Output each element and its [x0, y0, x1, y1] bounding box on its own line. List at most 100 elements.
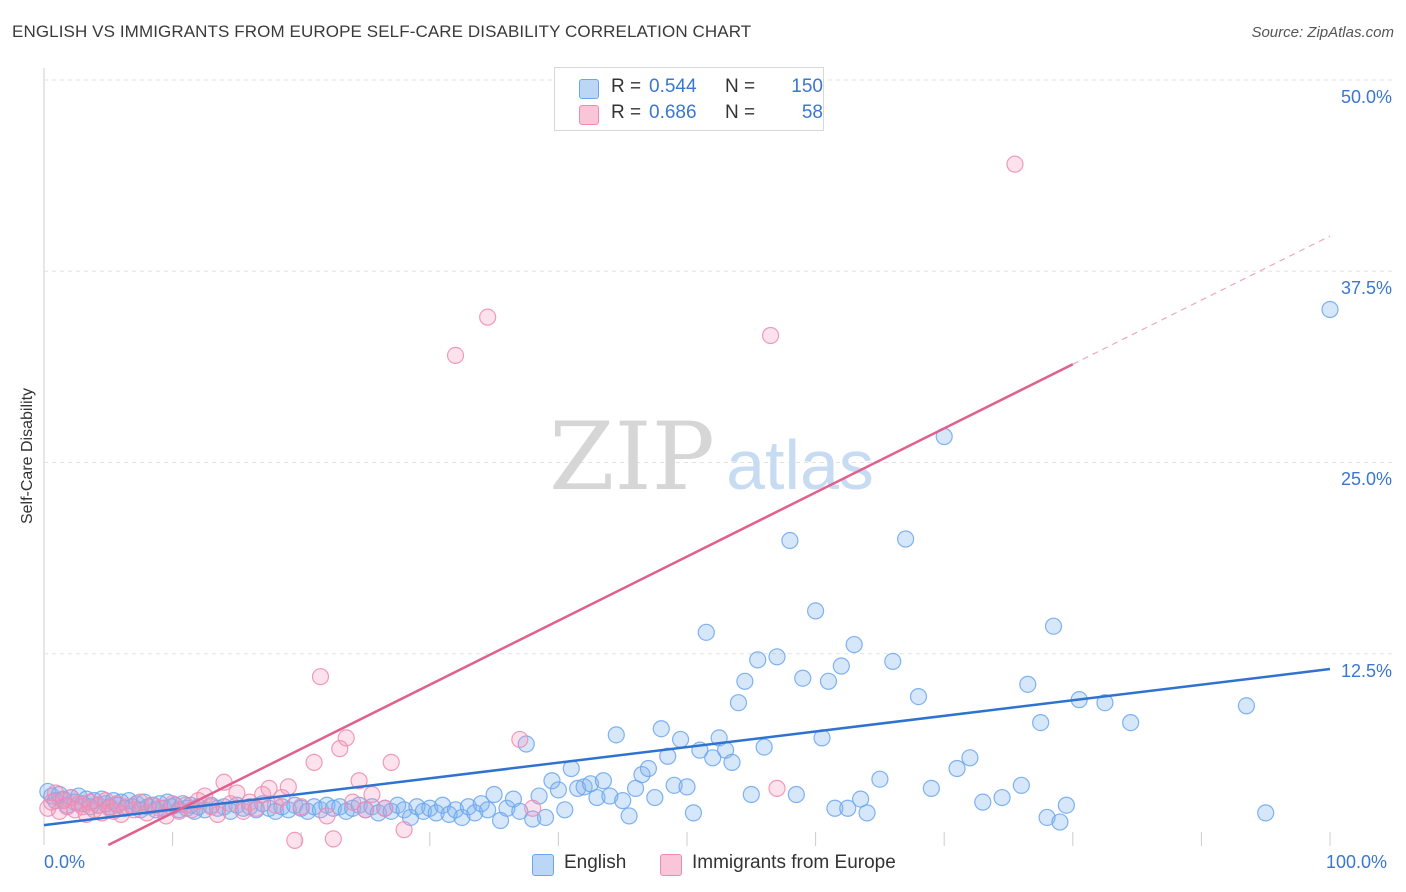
english-point [652, 720, 670, 738]
immigrants-point [1006, 155, 1024, 173]
english-point [453, 808, 471, 827]
english-point [569, 779, 587, 797]
immigrants-point [479, 308, 497, 326]
english-point [678, 778, 696, 796]
english-point [922, 779, 940, 797]
english-point [1044, 617, 1063, 635]
n-label: N = [725, 102, 756, 123]
english-point [839, 799, 857, 817]
english-point [498, 799, 516, 817]
english-swatch [579, 79, 599, 99]
r-label: R = [611, 76, 642, 97]
english-point [607, 726, 625, 744]
english-legend-label: English [564, 852, 627, 873]
y-tick-label-37-5: 37.5% [1340, 278, 1392, 298]
english-point [871, 770, 889, 788]
immigrants-point [363, 785, 381, 804]
english-point [601, 787, 619, 805]
english-point [549, 781, 568, 799]
immigrants-swatch [579, 105, 599, 125]
english-point [1321, 300, 1339, 319]
english-point [1122, 713, 1140, 732]
x-tick-label-100: 100.0% [1326, 852, 1388, 872]
immigrants-point [108, 795, 126, 813]
english-point [614, 792, 632, 810]
english-point [897, 530, 915, 548]
y-tick-label-12-5: 12.5% [1340, 661, 1392, 681]
english-point [909, 687, 928, 706]
english-point [826, 799, 844, 817]
english-point [858, 804, 876, 822]
english-point [852, 790, 870, 808]
english-point [845, 635, 863, 654]
english-point [948, 759, 966, 778]
immigrants-point [350, 772, 368, 790]
english-point [755, 738, 773, 756]
english-point [993, 788, 1011, 807]
chart-title: ENGLISH VS IMMIGRANTS FROM EUROPE SELF-C… [12, 22, 752, 41]
english-point [472, 795, 490, 813]
r-label: R = [611, 102, 642, 123]
english-point [511, 802, 529, 820]
immigrants-point [395, 821, 413, 839]
english-point [781, 531, 799, 550]
immigrants-point [260, 779, 278, 797]
english-legend-swatch [532, 854, 554, 876]
immigrants-trend-line [107, 363, 1074, 847]
immigrants-point [292, 798, 310, 816]
r-value: 0.544 [649, 76, 697, 97]
gridlines [43, 68, 1392, 846]
english-point [536, 808, 555, 827]
english-point [723, 753, 741, 771]
immigrants-point [324, 830, 342, 848]
english-point [787, 785, 805, 804]
english-point [1051, 813, 1069, 831]
english-point [485, 785, 503, 804]
english-point [466, 804, 484, 822]
english-point [543, 772, 561, 790]
immigrants-point [209, 805, 227, 824]
english-point [832, 657, 850, 675]
immigrants-point [131, 793, 150, 811]
immigrants-point [305, 753, 323, 771]
immigrants-legend-swatch [660, 854, 682, 876]
english-point [1032, 713, 1050, 732]
english-point [806, 602, 825, 620]
immigrants-point [286, 831, 304, 850]
stats-legend: R = 0.544 N = 150 R = 0.686 N = 58 [554, 67, 824, 131]
immigrants-point [382, 753, 400, 771]
r-value: 0.686 [649, 102, 697, 123]
immigrants-point [524, 799, 542, 817]
english-point [626, 779, 645, 797]
immigrants-trend-line-extension [1072, 235, 1331, 365]
english-point [479, 801, 497, 819]
english-point [697, 623, 715, 641]
immigrants-point [234, 802, 252, 820]
english-point [588, 788, 606, 807]
immigrants-point [318, 807, 336, 825]
english-point [459, 798, 477, 816]
english-point [1096, 694, 1114, 712]
english-point [684, 804, 703, 822]
n-label: N = [725, 76, 756, 97]
english-point [742, 785, 760, 804]
english-trend-line [43, 667, 1331, 827]
english-point [884, 652, 902, 671]
immigrants-point [761, 326, 780, 345]
watermark-atlas: atlas [726, 426, 874, 504]
watermark: ZIP atlas [549, 403, 874, 512]
english-point [961, 749, 979, 767]
english-point [620, 807, 638, 825]
english-point [594, 772, 613, 790]
english-point [581, 775, 600, 793]
english-point [974, 793, 992, 811]
y-tick-label-25: 25.0% [1340, 469, 1392, 489]
english-point [665, 776, 683, 794]
english-point [1012, 776, 1030, 794]
english-point [1057, 796, 1075, 814]
english-point [633, 766, 651, 784]
immigrants-point [768, 779, 786, 797]
english-point [646, 788, 664, 807]
english-point [1237, 697, 1256, 715]
english-point [556, 801, 574, 819]
